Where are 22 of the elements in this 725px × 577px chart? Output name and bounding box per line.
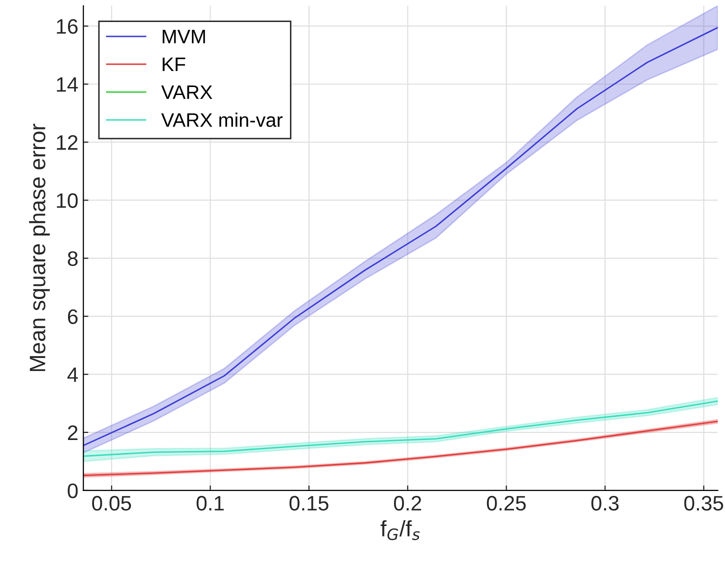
x-tick-label: 0.25 — [486, 496, 526, 511]
y-tick-label: 16 — [56, 19, 78, 34]
y-tick-label: 2 — [68, 425, 78, 440]
legend-label: MVM — [162, 30, 205, 44]
y-tick-label: 8 — [68, 251, 78, 266]
x-tick-label: 0.35 — [684, 496, 724, 511]
x-tick-label: 0.3 — [591, 496, 619, 511]
y-tick-label: 0 — [68, 483, 78, 498]
legend-label: VARX min-var — [161, 112, 283, 127]
y-tick-label: 14 — [56, 77, 78, 92]
x-axis-title: f$_{G}$/f$_{s}$ — [380, 520, 420, 540]
y-tick-label: 4 — [67, 368, 78, 382]
y-tick-label: 12 — [56, 135, 78, 150]
x-tick-label: 0.1 — [196, 496, 224, 511]
y-axis-title: Mean square phase error — [29, 124, 50, 372]
legend-label: VARX — [161, 86, 212, 99]
legend-label: KF — [162, 58, 186, 72]
x-tick-label: 0.15 — [290, 496, 328, 511]
x-tick-label: 0.2 — [394, 496, 422, 511]
y-tick-label: 10 — [56, 193, 78, 208]
y-tick-label: 6 — [68, 309, 78, 324]
x-tick-label: 0.05 — [92, 496, 131, 511]
